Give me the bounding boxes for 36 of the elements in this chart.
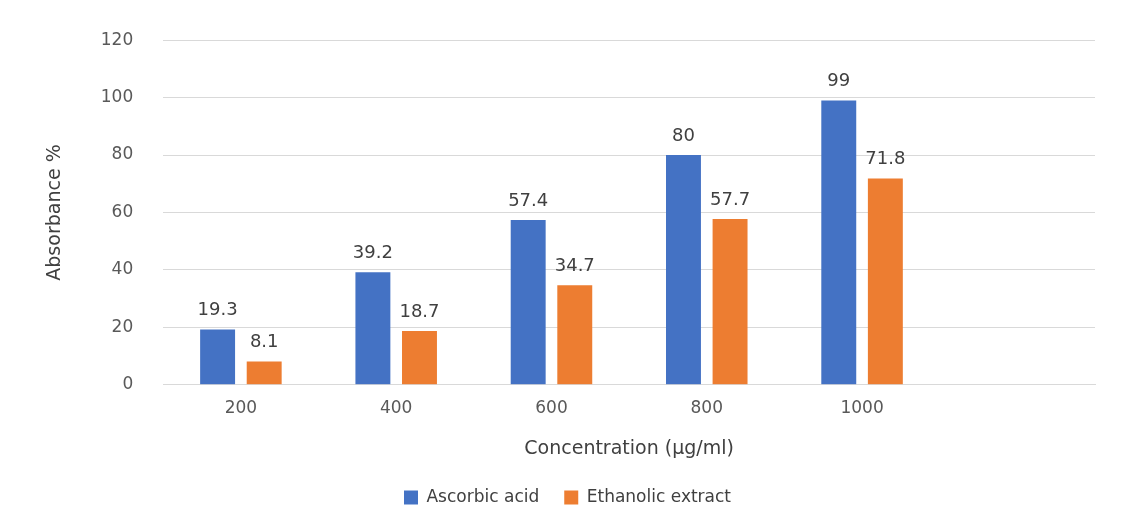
bar (402, 331, 437, 385)
y-tick-label: 80 (111, 143, 134, 164)
x-tick-label: 1000 (840, 397, 884, 418)
y-tick-label: 0 (122, 373, 134, 394)
bar (666, 155, 701, 385)
y-tick-label: 40 (111, 258, 134, 279)
data-label: 99 (827, 69, 851, 91)
legend-label: Ethanolic extract (586, 485, 732, 506)
data-label: 19.3 (197, 298, 238, 320)
bar (557, 285, 593, 385)
bar (821, 100, 857, 385)
bar (867, 178, 903, 385)
y-tick-label: 20 (111, 315, 134, 336)
data-label: 18.7 (399, 299, 440, 321)
data-label: 57.4 (508, 188, 549, 210)
x-tick-label: 800 (690, 397, 723, 418)
bar (712, 219, 748, 385)
data-label: 80 (672, 123, 695, 145)
y-tick-label: 120 (100, 28, 134, 49)
data-label: 71.8 (865, 147, 906, 169)
bar (246, 361, 282, 385)
data-label: 39.2 (352, 240, 393, 262)
data-label: 8.1 (249, 330, 279, 352)
x-tick-label: 600 (535, 397, 568, 418)
x-tick-label: 200 (224, 397, 258, 418)
x-axis-title: Concentration (µg/ml) (524, 435, 734, 458)
data-label: 34.7 (554, 253, 595, 275)
data-label: 57.7 (710, 187, 751, 209)
y-tick-label: 100 (100, 86, 134, 107)
y-axis-title: Absorbance % (42, 144, 65, 281)
x-tick-label: 400 (379, 397, 413, 418)
bar (510, 219, 546, 385)
legend-label: Ascorbic acid (426, 485, 540, 506)
bar (355, 272, 391, 385)
bar (200, 329, 236, 385)
y-tick-label: 60 (111, 200, 134, 221)
